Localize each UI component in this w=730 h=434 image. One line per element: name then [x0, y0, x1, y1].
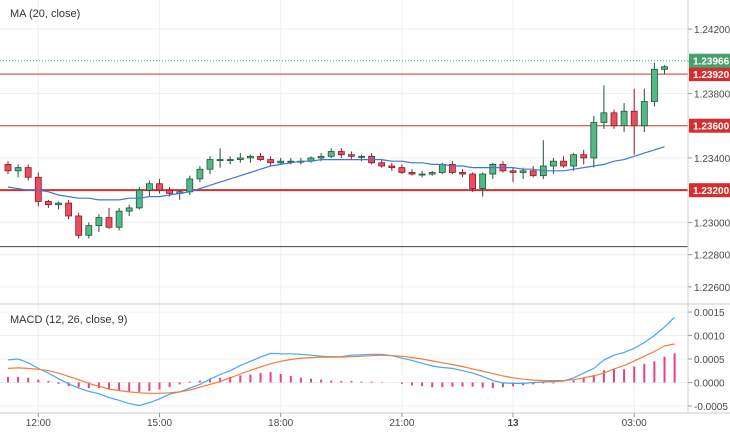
- price-line-axis-label: [689, 67, 730, 82]
- candle-body[interactable]: [509, 170, 517, 173]
- x-tick-label: 18:00: [268, 418, 293, 429]
- candle-body[interactable]: [337, 151, 345, 156]
- candle-body[interactable]: [378, 162, 386, 167]
- candle-body[interactable]: [135, 189, 143, 209]
- macd-y-tick-label: 0.0010: [694, 332, 725, 343]
- candle-body[interactable]: [408, 172, 416, 175]
- price-line-axis-label: [689, 183, 730, 198]
- y-tick-label: 1.24200: [694, 25, 730, 36]
- x-tick-label: 03:00: [622, 418, 647, 429]
- x-tick-label: 15:00: [147, 418, 172, 429]
- last-price-axis-label: [689, 53, 730, 68]
- price-line-axis-label: [689, 118, 730, 133]
- candle-body[interactable]: [519, 170, 527, 173]
- y-tick-label: 1.22600: [694, 283, 730, 294]
- candle-body[interactable]: [580, 154, 588, 159]
- candle-body[interactable]: [358, 155, 365, 158]
- candle-body[interactable]: [65, 202, 72, 217]
- candle-body[interactable]: [317, 155, 325, 159]
- candle-body[interactable]: [24, 167, 32, 178]
- candle-body[interactable]: [206, 159, 214, 170]
- price-pane[interactable]: 0.00661 (0.54%) 66.1: [0, 43, 730, 248]
- candle-body[interactable]: [145, 183, 153, 191]
- candle-body[interactable]: [651, 68, 658, 102]
- ma20-line[interactable]: [7, 146, 665, 201]
- price-pane-title: MA (20, close): [10, 8, 80, 20]
- candle-body[interactable]: [560, 160, 567, 167]
- x-tick-label: 21:00: [389, 418, 414, 429]
- candle-body[interactable]: [95, 217, 103, 227]
- candle-body[interactable]: [45, 201, 52, 206]
- candle-body[interactable]: [610, 112, 618, 127]
- price-line-axis-text: 1.23600: [693, 122, 730, 133]
- candle-body[interactable]: [661, 66, 668, 70]
- candle-body[interactable]: [4, 163, 12, 172]
- last-price-axis-text: 1.23966: [693, 57, 730, 68]
- candle-body[interactable]: [388, 165, 396, 169]
- candle-body[interactable]: [166, 189, 174, 194]
- macd-y-tick-label: 0.0015: [694, 308, 725, 319]
- macd-pane[interactable]: [7, 316, 676, 407]
- candle-body[interactable]: [489, 163, 497, 175]
- candle-body[interactable]: [479, 173, 487, 189]
- candle-body[interactable]: [600, 112, 608, 123]
- candle-body[interactable]: [327, 151, 335, 157]
- y-tick-label: 1.22800: [694, 251, 730, 262]
- x-tick-label: 13: [507, 418, 519, 429]
- y-tick-label: 1.23800: [694, 89, 730, 100]
- candle-body[interactable]: [277, 160, 285, 164]
- price-line-axis-text: 1.23920: [693, 70, 730, 81]
- candle-body[interactable]: [287, 160, 295, 163]
- macd-y-tick-label: -0.0005: [694, 402, 728, 413]
- candle-body[interactable]: [630, 110, 638, 127]
- y-tick-label: 1.23400: [694, 154, 730, 165]
- candle-body[interactable]: [428, 172, 436, 175]
- candle-body[interactable]: [85, 225, 93, 236]
- candle-body[interactable]: [226, 159, 234, 161]
- candle-body[interactable]: [257, 155, 264, 160]
- candle-body[interactable]: [186, 178, 194, 193]
- macd-pane-title: MACD (12, 26, close, 9): [10, 314, 127, 326]
- x-tick-label: 12:00: [26, 418, 51, 429]
- candle-body[interactable]: [125, 207, 133, 212]
- candle-body[interactable]: [418, 173, 426, 176]
- price-line-axis-text: 1.23200: [693, 186, 730, 197]
- candle-body[interactable]: [216, 159, 224, 161]
- candle-body[interactable]: [620, 110, 628, 127]
- candle-body[interactable]: [105, 217, 113, 228]
- candle-body[interactable]: [34, 176, 42, 202]
- candle-body[interactable]: [529, 170, 537, 177]
- candle-body[interactable]: [156, 183, 163, 191]
- candle-body[interactable]: [14, 167, 22, 172]
- candle-body[interactable]: [236, 157, 244, 160]
- candle-body[interactable]: [570, 154, 577, 167]
- candle-body[interactable]: [347, 154, 355, 157]
- candle-body[interactable]: [448, 163, 456, 173]
- macd-y-tick-label: 0.0005: [694, 355, 725, 366]
- candle-body[interactable]: [550, 160, 557, 167]
- candle-body[interactable]: [469, 173, 477, 189]
- candle-body[interactable]: [640, 101, 648, 127]
- candle-body[interactable]: [246, 155, 254, 159]
- candle-body[interactable]: [196, 168, 204, 180]
- candle-body[interactable]: [55, 202, 62, 206]
- candle-body[interactable]: [267, 159, 275, 164]
- candle-body[interactable]: [438, 163, 446, 173]
- candle-body[interactable]: [75, 215, 83, 236]
- signal-line[interactable]: [7, 343, 675, 394]
- candle-body[interactable]: [459, 172, 466, 175]
- y-tick-label: 1.23000: [694, 218, 730, 229]
- candle-body[interactable]: [115, 210, 123, 228]
- candle-body[interactable]: [398, 167, 406, 173]
- candle-body[interactable]: [590, 122, 598, 159]
- macd-y-tick-label: 0.0000: [694, 378, 725, 389]
